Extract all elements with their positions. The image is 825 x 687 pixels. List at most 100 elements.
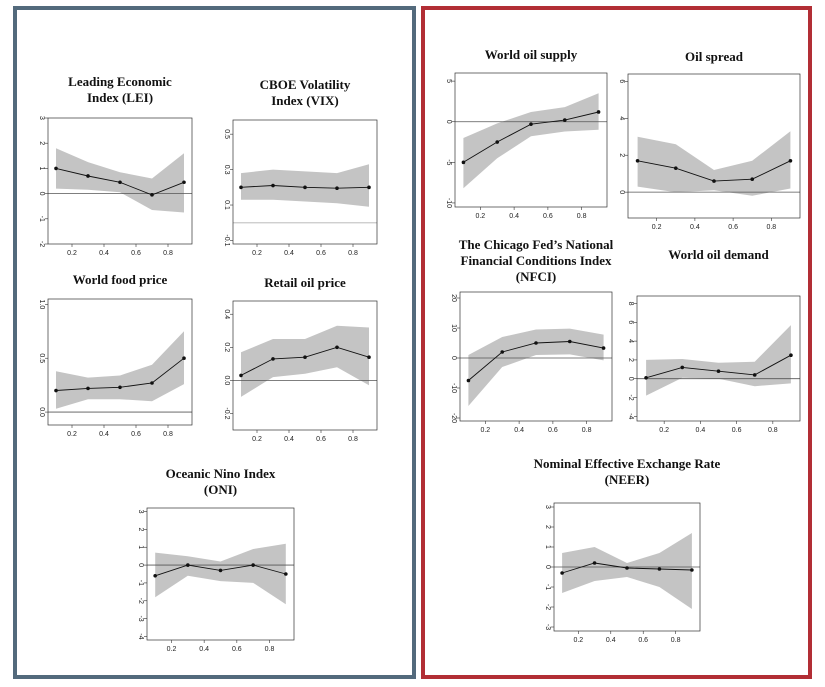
y-tick-label: 3: [38, 116, 45, 120]
y-tick-label: -10: [450, 383, 457, 393]
y-tick-label: 3: [137, 510, 144, 514]
data-point: [118, 180, 122, 185]
plot-frame: [47, 117, 193, 245]
chart-6: World oil supply 0.2 0.4 0.6 0.8 -10 -5 0 5: [445, 47, 608, 220]
data-point: [635, 158, 640, 163]
y-tick-label: 10: [450, 324, 457, 332]
x-tick-label: 0.6: [232, 646, 242, 653]
data-point: [271, 183, 275, 188]
data-point: [562, 118, 567, 122]
x-tick-label: 0.6: [316, 436, 326, 443]
data-point: [186, 563, 190, 567]
confidence-band: [463, 93, 599, 189]
y-tick-label: 0.1: [223, 200, 230, 210]
y-tick-label: 0: [627, 377, 634, 381]
x-tick-label: 0.6: [316, 250, 326, 257]
confidence-band: [562, 533, 692, 609]
data-point: [335, 345, 339, 350]
confidence-band: [241, 325, 369, 397]
y-tick-label: 0.4: [223, 309, 230, 319]
data-point: [716, 369, 721, 373]
y-tick-label: 2: [38, 141, 45, 145]
chart-title-line: Financial Conditions Index: [461, 253, 612, 268]
data-point: [690, 568, 694, 572]
y-tick-label: 20: [450, 294, 457, 302]
chart-title-line: World food price: [73, 272, 168, 287]
y-tick-label: 0: [544, 565, 551, 569]
x-tick-label: 0.2: [252, 250, 262, 257]
chart-10: Nominal Effective Exchange Rate(NEER) 0.2…: [534, 456, 721, 644]
data-point: [150, 381, 154, 385]
data-point: [601, 346, 606, 350]
x-tick-label: 0.8: [348, 436, 358, 443]
x-tick-label: 0.6: [728, 224, 738, 231]
chart-title-line: (NFCI): [516, 269, 556, 284]
x-tick-label: 0.8: [577, 213, 587, 220]
x-tick-label: 0.6: [732, 427, 742, 434]
data-point: [118, 385, 122, 390]
data-point: [182, 180, 186, 185]
y-tick-label: 0.0: [223, 376, 230, 386]
data-point: [596, 110, 601, 114]
x-tick-label: 0.8: [163, 431, 173, 438]
data-point: [752, 373, 757, 377]
chart-title-line: (NEER): [605, 472, 650, 487]
y-tick-label: 0.2: [223, 342, 230, 352]
chart-title-line: Index (LEI): [87, 90, 153, 105]
x-tick-label: 0.4: [696, 427, 706, 434]
y-tick-label: -2: [38, 241, 45, 247]
data-point: [218, 568, 223, 573]
y-tick-label: -1: [137, 580, 144, 586]
y-tick-label: -2: [627, 394, 634, 400]
x-tick-label: 0.4: [606, 637, 616, 644]
y-tick-label: 0.3: [223, 165, 230, 175]
x-tick-label: 0.4: [509, 213, 519, 220]
y-tick-label: -10: [445, 198, 452, 208]
x-tick-label: 0.4: [99, 250, 109, 257]
chart-5: Oceanic Nino Index(ONI) 0.2 0.4 0.6 0.8 -4 -3 -…: [137, 466, 295, 653]
chart-3: World food price 0.2 0.4 0.6 0.8 0.0 0.5 1.0: [38, 272, 193, 438]
plot-frame: [232, 119, 378, 245]
data-point: [461, 160, 466, 165]
x-tick-label: 0.6: [638, 637, 648, 644]
data-point: [625, 566, 629, 570]
data-point: [534, 341, 538, 345]
data-point: [750, 177, 755, 182]
y-tick-label: -1: [544, 584, 551, 590]
plot-frame: [47, 298, 193, 426]
x-tick-label: 0.6: [543, 213, 553, 220]
y-tick-label: -0.2: [223, 407, 230, 419]
chart-title-line: Leading Economic: [68, 74, 172, 89]
y-tick-label: 6: [627, 320, 634, 324]
chart-title-line: Index (VIX): [271, 93, 339, 108]
y-tick-label: 8: [627, 302, 634, 306]
y-tick-label: 1: [137, 545, 144, 549]
x-tick-label: 0.6: [131, 250, 141, 257]
x-tick-label: 0.2: [573, 637, 583, 644]
x-tick-label: 0.4: [690, 224, 700, 231]
data-point: [529, 122, 533, 126]
y-tick-label: 4: [627, 339, 634, 343]
data-point: [500, 350, 505, 354]
x-tick-label: 0.6: [131, 431, 141, 438]
chart-4: Retail oil price 0.2 0.4 0.6 0.8 -0.2 0.0 0.2 0.…: [223, 275, 378, 443]
chart-title-line: Oceanic Nino Index: [166, 466, 276, 481]
plot-frame: [232, 300, 378, 431]
data-point: [239, 185, 243, 190]
y-tick-label: 2: [627, 358, 634, 362]
y-tick-label: 0.0: [38, 407, 45, 417]
y-tick-label: 3: [544, 505, 551, 509]
data-point: [644, 375, 648, 380]
y-tick-label: 0: [137, 563, 144, 567]
x-tick-label: 0.4: [199, 646, 209, 653]
data-point: [271, 357, 275, 361]
chart-9: World oil demand 0.2 0.4 0.6 0.8 -4 -2 0 2 4 6 8: [627, 247, 801, 434]
data-point: [567, 339, 572, 344]
x-tick-label: 0.4: [514, 427, 524, 434]
data-point: [367, 355, 371, 360]
x-tick-label: 0.2: [252, 436, 262, 443]
x-tick-label: 0.8: [582, 427, 592, 434]
confidence-band: [646, 325, 791, 396]
